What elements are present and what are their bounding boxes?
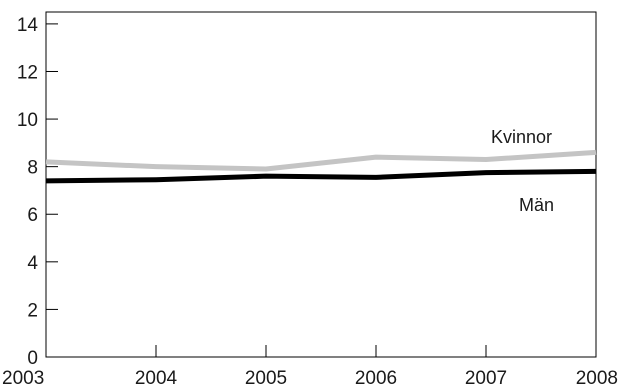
x-tick-label: 2005 (245, 368, 287, 387)
man-series-line (45, 168, 597, 184)
series-labels: Kvinnor Män (491, 127, 554, 215)
y-tick-label: 4 (27, 253, 38, 274)
kvinnor-series-line (45, 149, 597, 172)
y-tick-label: 12 (17, 62, 38, 83)
y-tick-label: 6 (27, 205, 38, 226)
y-tick-label: 0 (27, 348, 38, 369)
x-axis: 2003 2004 2005 2006 2007 2008 (2, 345, 618, 389)
y-tick-label: 2 (27, 300, 38, 321)
plot-area-frame (45, 11, 597, 358)
y-tick-label: 8 (27, 158, 38, 179)
series-lines (45, 149, 597, 184)
x-tick-label: 2008 (576, 368, 618, 387)
y-tick-label: 10 (17, 110, 38, 131)
x-tick-label: 2004 (135, 368, 178, 387)
x-tick-label: 2007 (465, 368, 507, 387)
man-series-label: Män (519, 195, 554, 215)
kvinnor-series-label: Kvinnor (491, 127, 552, 147)
y-tick-label: 14 (17, 15, 39, 36)
y-axis: 0 2 4 6 8 10 12 14 (17, 15, 58, 369)
x-tick-label: 2003 (2, 368, 44, 387)
x-tick-label: 2006 (355, 368, 397, 387)
